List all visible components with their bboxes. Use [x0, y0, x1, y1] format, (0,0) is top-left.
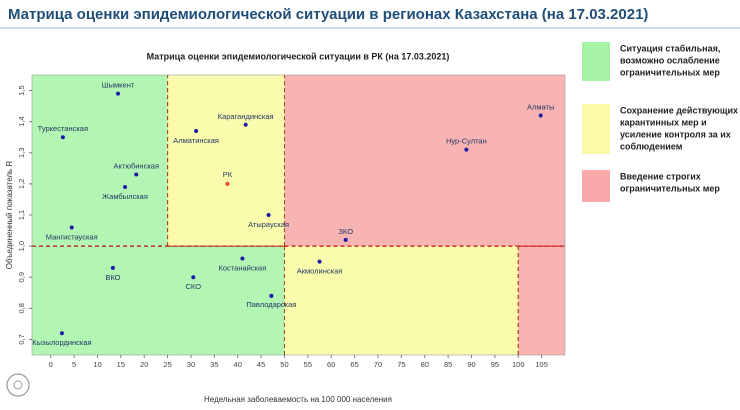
x-axis-label: Недельная заболеваемость на 100 000 насе… [204, 395, 392, 404]
data-point [60, 135, 65, 140]
data-point [269, 293, 274, 298]
legend-text: ограничительных мер [620, 67, 720, 77]
point-label: ВКО [105, 273, 120, 282]
point-label: Мангистауская [46, 232, 98, 241]
data-point [240, 256, 245, 261]
x-tick-label: 80 [421, 360, 429, 369]
point-label: РК [223, 170, 233, 179]
x-tick-label: 55 [304, 360, 312, 369]
data-point [343, 237, 348, 242]
legend-text: Ситуация стабильная, [620, 43, 720, 53]
point-label: Костанайская [219, 264, 267, 273]
y-tick-label: 1,3 [17, 148, 26, 158]
zone [167, 75, 285, 247]
data-point [134, 172, 139, 177]
data-point [116, 91, 121, 96]
x-tick-label: 45 [257, 360, 265, 369]
legend-text: ограничительных мер [620, 183, 720, 193]
x-tick-label: 0 [49, 360, 53, 369]
x-tick-label: 75 [397, 360, 405, 369]
x-tick-label: 60 [327, 360, 335, 369]
point-label: Алматинская [173, 136, 219, 145]
data-point [266, 213, 271, 217]
data-point [110, 265, 115, 270]
x-tick-label: 15 [117, 360, 125, 369]
x-tick-label: 30 [187, 360, 195, 369]
x-tick-label: 100 [512, 360, 525, 369]
data-point [317, 259, 322, 264]
point-label: Нур-Султан [446, 137, 487, 146]
legend-text: усиление контроля за их [620, 129, 731, 139]
legend-swatch [582, 170, 610, 202]
x-tick-label: 85 [444, 360, 452, 369]
legend-swatch [582, 104, 610, 154]
x-tick-label: 35 [210, 360, 218, 369]
data-point [123, 185, 128, 189]
x-tick-label: 105 [535, 360, 548, 369]
zone [518, 246, 565, 355]
y-tick-label: 1,4 [17, 116, 26, 126]
data-point [464, 147, 469, 152]
point-label: Жамбылская [102, 192, 148, 201]
x-tick-label: 20 [140, 360, 148, 369]
data-point [538, 113, 543, 118]
x-tick-label: 70 [374, 360, 382, 369]
zone [284, 246, 519, 355]
x-tick-label: 95 [491, 360, 499, 369]
point-label: Актюбинская [114, 162, 159, 171]
point-label: Атырауская [248, 220, 289, 229]
zone [32, 75, 168, 247]
y-tick-label: 1,5 [17, 85, 26, 95]
point-label: Павлодарская [246, 300, 296, 309]
point-label: Туркестанская [38, 124, 88, 133]
y-tick-label: 1,0 [17, 241, 26, 251]
legend-text: соблюдением [620, 141, 683, 151]
point-label: Карагандинская [218, 112, 274, 121]
y-axis-label: Объединенный показатель R [5, 161, 14, 270]
data-point [243, 122, 248, 127]
logo [6, 373, 30, 397]
x-tick-label: 5 [72, 360, 76, 369]
legend-swatch [582, 42, 610, 81]
x-tick-label: 25 [163, 360, 171, 369]
chart-title: Матрица оценки эпидемиологической ситуац… [147, 51, 450, 61]
legend-text: возможно ослабление [620, 55, 720, 65]
legend-text: Сохранение действующих [620, 105, 738, 115]
legend-text: карантинных мер и [620, 117, 707, 127]
point-label: Алматы [527, 102, 554, 111]
y-tick-label: 1,2 [17, 179, 26, 189]
x-tick-label: 10 [93, 360, 101, 369]
data-point [194, 129, 199, 133]
y-tick-label: 0,8 [17, 303, 26, 313]
point-label: СКО [186, 282, 202, 291]
legend-text: Введение строгих [620, 171, 701, 181]
y-tick-label: 1,1 [17, 210, 26, 220]
point-label: Акмолинская [297, 267, 343, 276]
x-tick-label: 65 [350, 360, 358, 369]
data-point [225, 181, 230, 186]
x-tick-label: 40 [234, 360, 242, 369]
x-tick-label: 50 [280, 360, 288, 369]
point-label: Кызылординская [32, 338, 91, 347]
point-label: ЗКО [338, 227, 353, 236]
zone [32, 246, 285, 355]
data-point [59, 331, 64, 336]
zone [284, 75, 565, 247]
data-point [69, 225, 74, 230]
y-tick-label: 0,7 [17, 334, 26, 344]
x-tick-label: 90 [467, 360, 475, 369]
y-tick-label: 0,9 [17, 272, 26, 282]
slide-title: Матрица оценки эпидемиологической ситуац… [8, 6, 648, 23]
data-point [191, 275, 196, 280]
point-label: Шымкент [102, 81, 135, 90]
